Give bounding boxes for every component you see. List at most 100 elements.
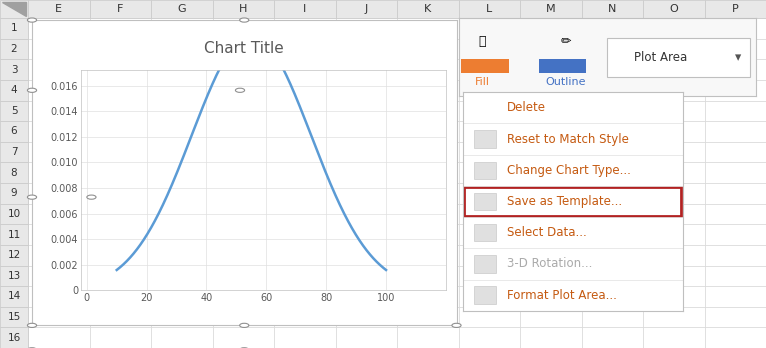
Text: 9: 9 <box>11 188 18 198</box>
Bar <box>581 266 643 286</box>
Bar <box>151 224 212 245</box>
Bar <box>581 286 643 307</box>
Bar <box>212 327 274 348</box>
Bar <box>212 224 274 245</box>
Bar <box>459 101 520 121</box>
Bar <box>90 39 151 59</box>
Bar <box>473 224 496 242</box>
Bar <box>397 142 459 163</box>
Bar <box>643 327 705 348</box>
Bar <box>581 39 643 59</box>
Text: G: G <box>178 4 186 14</box>
Bar <box>274 224 336 245</box>
Bar <box>459 0 520 18</box>
Bar <box>581 183 643 204</box>
Bar <box>151 245 212 266</box>
Text: Save as Template...: Save as Template... <box>506 195 622 208</box>
Bar <box>28 18 90 39</box>
Bar <box>520 286 581 307</box>
Bar <box>90 80 151 101</box>
Bar <box>705 163 766 183</box>
Bar <box>581 245 643 266</box>
Bar <box>459 183 520 204</box>
Bar <box>274 204 336 224</box>
Bar <box>274 307 336 327</box>
Text: Reset to Match Style: Reset to Match Style <box>506 133 628 145</box>
Bar <box>459 18 520 39</box>
Bar <box>90 183 151 204</box>
Bar <box>28 183 90 204</box>
Bar <box>459 327 520 348</box>
Bar <box>274 0 336 18</box>
Bar <box>0 0 28 18</box>
Bar <box>461 59 509 73</box>
Bar <box>473 255 496 273</box>
Text: 15: 15 <box>8 312 21 322</box>
Bar <box>0 101 28 121</box>
Bar <box>28 204 90 224</box>
Bar <box>459 266 520 286</box>
Text: O: O <box>669 4 678 14</box>
Bar <box>90 286 151 307</box>
Bar <box>643 245 705 266</box>
Text: 8: 8 <box>11 168 18 178</box>
Bar <box>151 163 212 183</box>
Bar <box>28 266 90 286</box>
Bar <box>463 187 682 216</box>
Text: M: M <box>546 4 555 14</box>
Bar <box>274 286 336 307</box>
Text: 11: 11 <box>8 230 21 239</box>
Bar <box>28 163 90 183</box>
Bar <box>336 183 397 204</box>
Bar <box>643 266 705 286</box>
Bar <box>151 286 212 307</box>
Text: F: F <box>117 4 123 14</box>
Bar <box>705 307 766 327</box>
Bar <box>151 307 212 327</box>
Bar <box>705 80 766 101</box>
Bar <box>151 183 212 204</box>
Bar <box>538 59 587 73</box>
Bar <box>28 80 90 101</box>
Bar <box>397 121 459 142</box>
Bar <box>581 163 643 183</box>
Bar <box>90 101 151 121</box>
Bar <box>0 59 28 80</box>
Bar <box>274 327 336 348</box>
Bar <box>581 121 643 142</box>
Text: 3: 3 <box>11 65 18 74</box>
Bar <box>28 101 90 121</box>
Bar <box>643 224 705 245</box>
Text: Delete: Delete <box>506 101 545 114</box>
Text: L: L <box>486 4 493 14</box>
Bar <box>151 142 212 163</box>
Bar <box>520 163 581 183</box>
Bar <box>520 0 581 18</box>
Text: K: K <box>424 4 431 14</box>
Bar <box>581 142 643 163</box>
Bar <box>705 224 766 245</box>
Text: Fill: Fill <box>475 77 489 87</box>
Bar <box>581 101 643 121</box>
Bar <box>151 121 212 142</box>
Bar <box>705 327 766 348</box>
Bar <box>459 286 520 307</box>
Text: ▾: ▾ <box>735 51 741 64</box>
Bar <box>90 204 151 224</box>
Text: Change Chart Type...: Change Chart Type... <box>506 164 630 177</box>
Bar <box>459 59 520 80</box>
Bar <box>705 266 766 286</box>
Bar <box>397 245 459 266</box>
Text: 10: 10 <box>8 209 21 219</box>
Bar <box>459 307 520 327</box>
Bar <box>28 224 90 245</box>
Bar <box>28 327 90 348</box>
Bar <box>274 59 336 80</box>
Text: 16: 16 <box>8 333 21 343</box>
Bar <box>459 80 520 101</box>
Text: Plot Area: Plot Area <box>634 51 687 64</box>
Bar <box>643 142 705 163</box>
Text: 2: 2 <box>11 44 18 54</box>
Bar <box>705 59 766 80</box>
Bar <box>473 286 496 304</box>
